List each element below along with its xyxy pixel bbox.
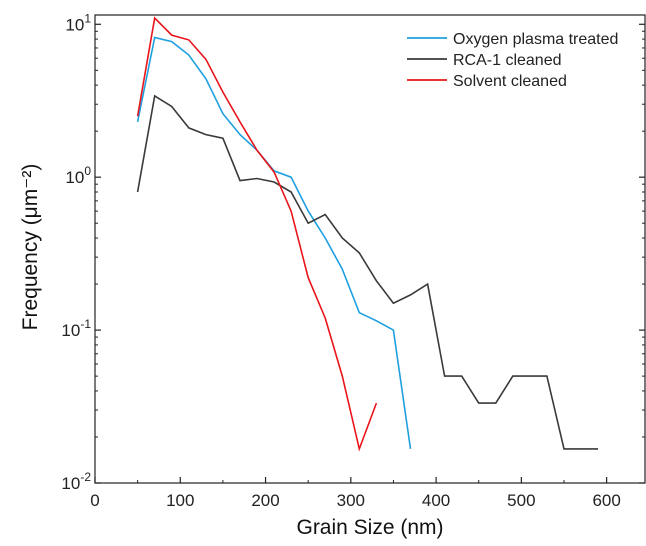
series-line-1 (136, 94, 599, 450)
x-axis-title: Grain Size (nm) (296, 516, 443, 539)
y-tick-label: 101 (65, 11, 91, 34)
x-tick-label: 100 (166, 491, 194, 510)
x-tick-label: 500 (507, 491, 535, 510)
y-tick-label: 10-1 (61, 317, 91, 340)
x-tick-label: 0 (90, 491, 99, 510)
x-tick-label: 300 (337, 491, 365, 510)
legend-label-0: Oxygen plasma treated (453, 31, 618, 48)
legend-label-1: RCA-1 cleaned (453, 52, 562, 69)
plot-frame (94, 14, 646, 484)
x-tick-label: 200 (251, 491, 279, 510)
y-tick-label: 10-2 (61, 470, 91, 493)
y-axis-title: Frequency (μm⁻²) (19, 164, 42, 331)
x-tick-label: 400 (422, 491, 450, 510)
x-tick-label: 600 (592, 491, 620, 510)
series-line-2 (136, 16, 378, 452)
series-line-0 (136, 36, 412, 450)
y-tick-label: 100 (65, 164, 91, 187)
legend-label-2: Solvent cleaned (453, 73, 567, 90)
